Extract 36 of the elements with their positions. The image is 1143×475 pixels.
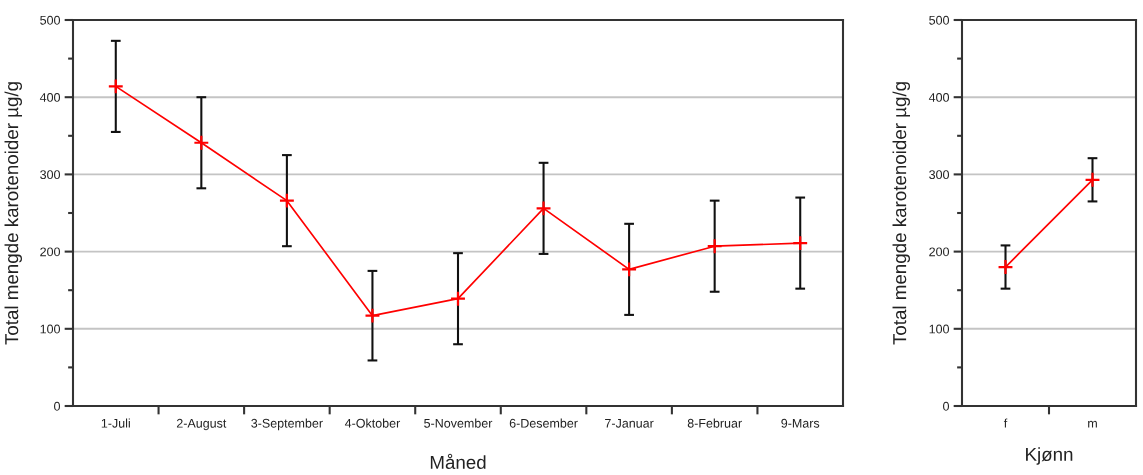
y-tick-label: 400 — [928, 93, 950, 102]
y-tick-label: 100 — [40, 324, 61, 334]
x-tick-label: 7-Januar — [605, 418, 654, 428]
point — [449, 290, 467, 307]
x-tick-label: 3-September — [251, 418, 323, 431]
point — [193, 134, 210, 151]
y-axis-title: Total mengde karotenoider µg/g — [892, 82, 910, 345]
x-tick-label: 8-Februar — [687, 418, 742, 428]
x-axis-title: Måned — [430, 453, 486, 470]
x-tick-label: m — [1088, 420, 1097, 428]
x-tick-label: 4-Oktober — [344, 418, 401, 428]
y-axis-title: Total mengde karotenoider µg/g — [4, 82, 22, 345]
y-tick-label: 0 — [54, 401, 61, 411]
x-tick-label: f — [1003, 418, 1008, 428]
x-tick-label: 1-Juli — [101, 418, 130, 428]
y-tick-label: 500 — [929, 15, 950, 25]
y-tick-label: 0 — [943, 401, 950, 411]
x-axis-title: Kjønn — [1026, 447, 1073, 465]
x-tick-label: 2-August — [176, 418, 227, 431]
point — [107, 78, 124, 95]
x-tick-label: 5-November — [424, 418, 493, 428]
point — [706, 238, 723, 255]
y-tick-label: 500 — [40, 15, 61, 25]
y-tick-label: 200 — [40, 247, 61, 257]
x-tick-label: 9-Mars — [781, 418, 820, 428]
point — [364, 307, 381, 324]
y-tick-label: 300 — [929, 170, 950, 180]
y-tick-label: 300 — [40, 170, 61, 180]
point — [621, 261, 638, 278]
point — [535, 200, 552, 217]
y-tick-label: 400 — [39, 93, 61, 102]
y-tick-label: 100 — [929, 324, 950, 334]
point — [278, 192, 295, 209]
x-tick-label: 6-Desember — [509, 418, 578, 428]
y-tick-label: 200 — [929, 247, 950, 257]
point — [792, 235, 809, 252]
